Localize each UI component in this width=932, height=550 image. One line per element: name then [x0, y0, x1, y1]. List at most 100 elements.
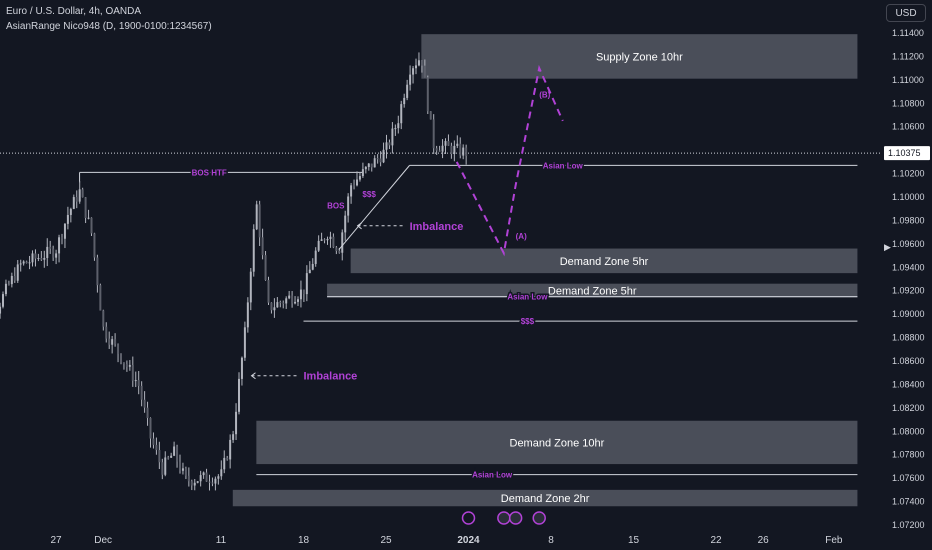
candle-body: [264, 255, 267, 280]
candle-body: [456, 143, 459, 146]
candle-body: [1, 294, 4, 307]
candle-body: [385, 142, 388, 150]
time-tick: Feb: [825, 535, 843, 546]
candle-body: [350, 185, 353, 197]
candle-body: [258, 204, 261, 238]
candle-body: [373, 158, 376, 168]
candle-body: [10, 275, 13, 285]
time-tick: 22: [710, 535, 722, 546]
candle-body: [370, 163, 373, 168]
candle-body: [238, 378, 240, 412]
lightning-icon[interactable]: [461, 511, 476, 525]
us-flag-icon[interactable]: [532, 511, 546, 525]
candle-body: [125, 364, 128, 367]
candle-body: [276, 302, 279, 308]
candle-body: [46, 246, 49, 258]
price-tick: 1.10000: [892, 192, 925, 202]
candle-body: [99, 285, 102, 311]
candle-body: [406, 84, 409, 98]
candle-body: [87, 217, 90, 219]
candle-body: [143, 399, 146, 408]
candle-body: [282, 302, 285, 304]
candle-body: [114, 339, 117, 345]
zone-box[interactable]: [327, 283, 858, 298]
candle-body: [400, 104, 403, 124]
price-tick: 1.07400: [892, 497, 925, 507]
candle-body: [432, 119, 435, 149]
candle-body: [243, 327, 246, 358]
candle-body: [199, 475, 202, 482]
eu-flag-icon[interactable]: [508, 511, 523, 525]
candle-body: [376, 158, 379, 160]
candle-body: [93, 233, 96, 258]
zone-box[interactable]: [421, 34, 858, 79]
candle-body: [179, 461, 181, 471]
candle-body: [134, 380, 137, 382]
projection-path[interactable]: [455, 64, 564, 257]
candle-body: [176, 446, 179, 462]
candle-body: [61, 237, 63, 239]
candle-body: [84, 197, 87, 218]
zone-label: Demand Zone 10hr: [510, 437, 605, 449]
imbalance-label: Imbalance: [304, 371, 358, 383]
zones-layer: Supply Zone 10hr Demand Zone 5hr Demand Zo…: [232, 34, 858, 507]
zone-box[interactable]: [350, 248, 858, 274]
candle-body: [459, 143, 462, 156]
annotations-layer: BOS $$$ Imbalance Imbalance (A) (B): [250, 64, 564, 383]
candle-body: [335, 247, 338, 251]
price-tick: 1.07600: [892, 473, 925, 483]
candle-body: [347, 196, 350, 216]
candle-body: [184, 468, 187, 476]
candle-body: [137, 380, 140, 386]
last-price-label: 1.10375: [888, 148, 921, 158]
candle-body: [453, 145, 456, 155]
zone-box[interactable]: [232, 489, 858, 507]
candle-body: [25, 261, 28, 264]
price-tick: 1.11000: [892, 75, 924, 85]
us-flag-icon[interactable]: [497, 511, 511, 525]
symbol-title: Euro / U.S. Dollar, 4h, OANDA: [6, 6, 142, 17]
candle-body: [28, 262, 31, 264]
candle-body: [43, 257, 46, 260]
time-axis[interactable]: 27 Dec 11 18 25 2024 8 15 22 26 Feb: [50, 535, 842, 546]
candle-body: [429, 111, 432, 120]
candle-body: [391, 128, 394, 146]
candle-body: [367, 163, 370, 167]
arrow-head-icon: [250, 372, 256, 380]
candle-body: [152, 438, 155, 445]
candle-body: [364, 166, 367, 170]
candle-body: [426, 77, 429, 112]
zone-label: Demand Zone 2hr: [501, 493, 590, 505]
candle-body: [22, 261, 25, 264]
candle-body: [462, 147, 465, 156]
candle-body: [161, 462, 164, 475]
scroll-right-icon[interactable]: ▶: [884, 242, 891, 252]
price-tick: 1.08600: [892, 356, 925, 366]
zone-box[interactable]: [256, 420, 858, 465]
candle-body: [202, 472, 205, 476]
candle-body: [37, 257, 40, 259]
candle-body: [120, 353, 122, 363]
candle-body: [382, 149, 385, 163]
candle-body: [388, 142, 391, 146]
time-tick: 27: [50, 535, 62, 546]
level-label: Asian Low: [543, 161, 584, 170]
price-tick: 1.09000: [892, 309, 925, 319]
candle-body: [220, 469, 223, 477]
candle-body: [49, 246, 52, 249]
candle-body: [187, 475, 190, 482]
candle-body: [31, 253, 34, 263]
candle-body: [332, 236, 335, 248]
trend-line[interactable]: [338, 165, 410, 251]
candle-body: [128, 364, 131, 367]
candle-body: [314, 250, 317, 264]
time-tick: 11: [216, 535, 227, 546]
price-axis[interactable]: 1.114001.112001.110001.108001.106001.104…: [884, 28, 930, 530]
annotation-label: (A): [516, 232, 527, 241]
currency-button[interactable]: USD: [886, 4, 926, 22]
candle-body: [261, 237, 264, 256]
zone-label: Demand Zone 5hr: [560, 256, 649, 268]
candle-body: [361, 169, 364, 177]
annotation-label: (B): [539, 90, 550, 99]
